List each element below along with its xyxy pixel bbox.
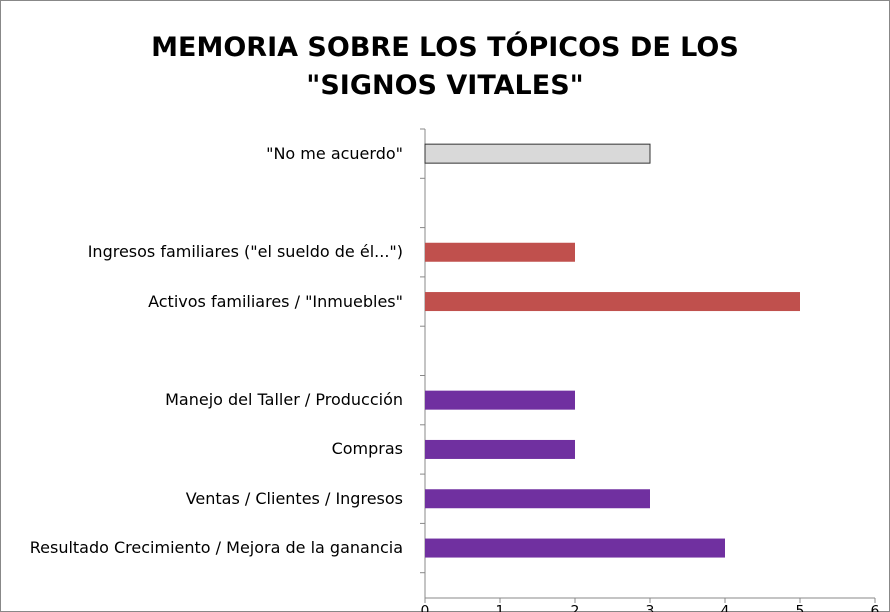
x-tick-label: 2	[571, 604, 580, 612]
bar	[425, 439, 575, 459]
bar	[425, 538, 725, 558]
x-tick-label: 3	[646, 604, 655, 612]
y-tick-label: Compras	[331, 439, 403, 459]
x-tick-label: 5	[796, 604, 805, 612]
y-tick-label: Ingresos familiares ("el sueldo de él...…	[87, 242, 403, 262]
x-tick-label: 6	[871, 604, 880, 612]
x-tick-label: 1	[496, 604, 505, 612]
y-tick-label: "No me acuerdo"	[266, 143, 403, 163]
bar	[425, 489, 650, 509]
bar	[425, 390, 575, 410]
y-tick-label: Manejo del Taller / Producción	[165, 390, 403, 410]
chart-title: "SIGNOS VITALES"	[306, 70, 584, 101]
bar	[424, 143, 651, 164]
bar	[425, 292, 800, 312]
x-tick-label: 4	[721, 604, 730, 612]
bar	[425, 242, 575, 262]
x-tick-label: 0	[421, 604, 430, 612]
chart-title: MEMORIA SOBRE LOS TÓPICOS DE LOS	[151, 32, 739, 63]
y-tick-label: Ventas / Clientes / Ingresos	[185, 488, 403, 508]
y-tick-label: Resultado Crecimiento / Mejora de la gan…	[29, 538, 403, 558]
y-tick-label: Activos familiares / "Inmuebles"	[148, 291, 403, 311]
